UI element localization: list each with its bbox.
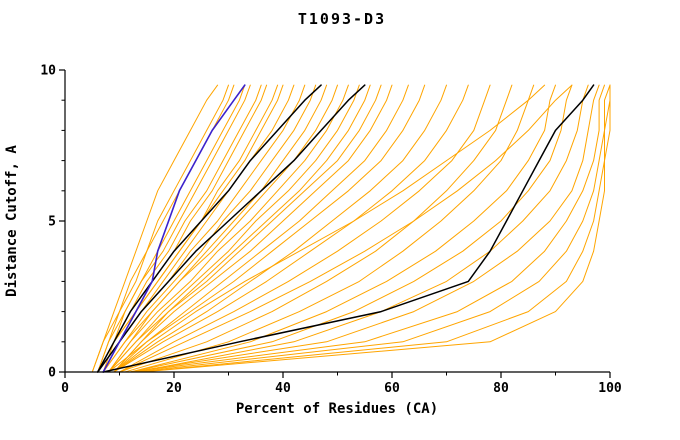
prediction-line (113, 84, 469, 373)
prediction-line (97, 84, 251, 373)
prediction-line (129, 84, 605, 373)
prediction-line (113, 84, 447, 373)
prediction-line (119, 84, 573, 373)
prediction-line (119, 84, 491, 373)
prediction-line (97, 84, 229, 373)
prediction-line (102, 84, 317, 373)
prediction-line (129, 84, 600, 373)
x-tick-label: 100 (598, 381, 622, 396)
x-tick-label: 20 (166, 381, 182, 396)
ticks-layer: 0 20 40 60 80 100 0 5 10 (40, 64, 622, 397)
prediction-line (108, 84, 426, 373)
prediction-line (113, 84, 546, 373)
y-tick-label: 10 (40, 64, 56, 79)
reference-line-black (102, 84, 595, 373)
prediction-line (108, 84, 328, 373)
prediction-line (124, 84, 535, 373)
prediction-line (108, 84, 382, 373)
prediction-line (113, 84, 371, 373)
series-layer (91, 84, 611, 373)
prediction-line (113, 84, 409, 373)
reference-line-blue (102, 84, 246, 373)
x-tick-label: 60 (384, 381, 400, 396)
prediction-line (108, 84, 349, 373)
prediction-line (91, 84, 235, 373)
prediction-line (135, 84, 611, 373)
prediction-line (102, 84, 338, 373)
y-axis-label: Distance Cutoff, A (4, 145, 20, 297)
chart-title: T1093-D3 (298, 10, 386, 28)
y-tick-label: 0 (48, 366, 56, 381)
prediction-line (135, 84, 589, 373)
x-axis-label: Percent of Residues (CA) (236, 401, 438, 417)
reference-line-black (96, 84, 366, 373)
prediction-line (108, 84, 360, 373)
x-tick-label: 40 (275, 381, 291, 396)
x-tick-label: 0 (61, 381, 69, 396)
x-tick-label: 80 (493, 381, 509, 396)
prediction-line (129, 84, 556, 373)
y-tick-label: 5 (48, 215, 56, 230)
prediction-line (97, 84, 246, 373)
reference-line-black (96, 84, 322, 373)
prediction-line (97, 84, 284, 373)
prediction-line (91, 84, 219, 373)
prediction-line (140, 84, 611, 373)
prediction-line (113, 84, 393, 373)
prediction-line (140, 84, 611, 373)
prediction-line (129, 84, 573, 373)
